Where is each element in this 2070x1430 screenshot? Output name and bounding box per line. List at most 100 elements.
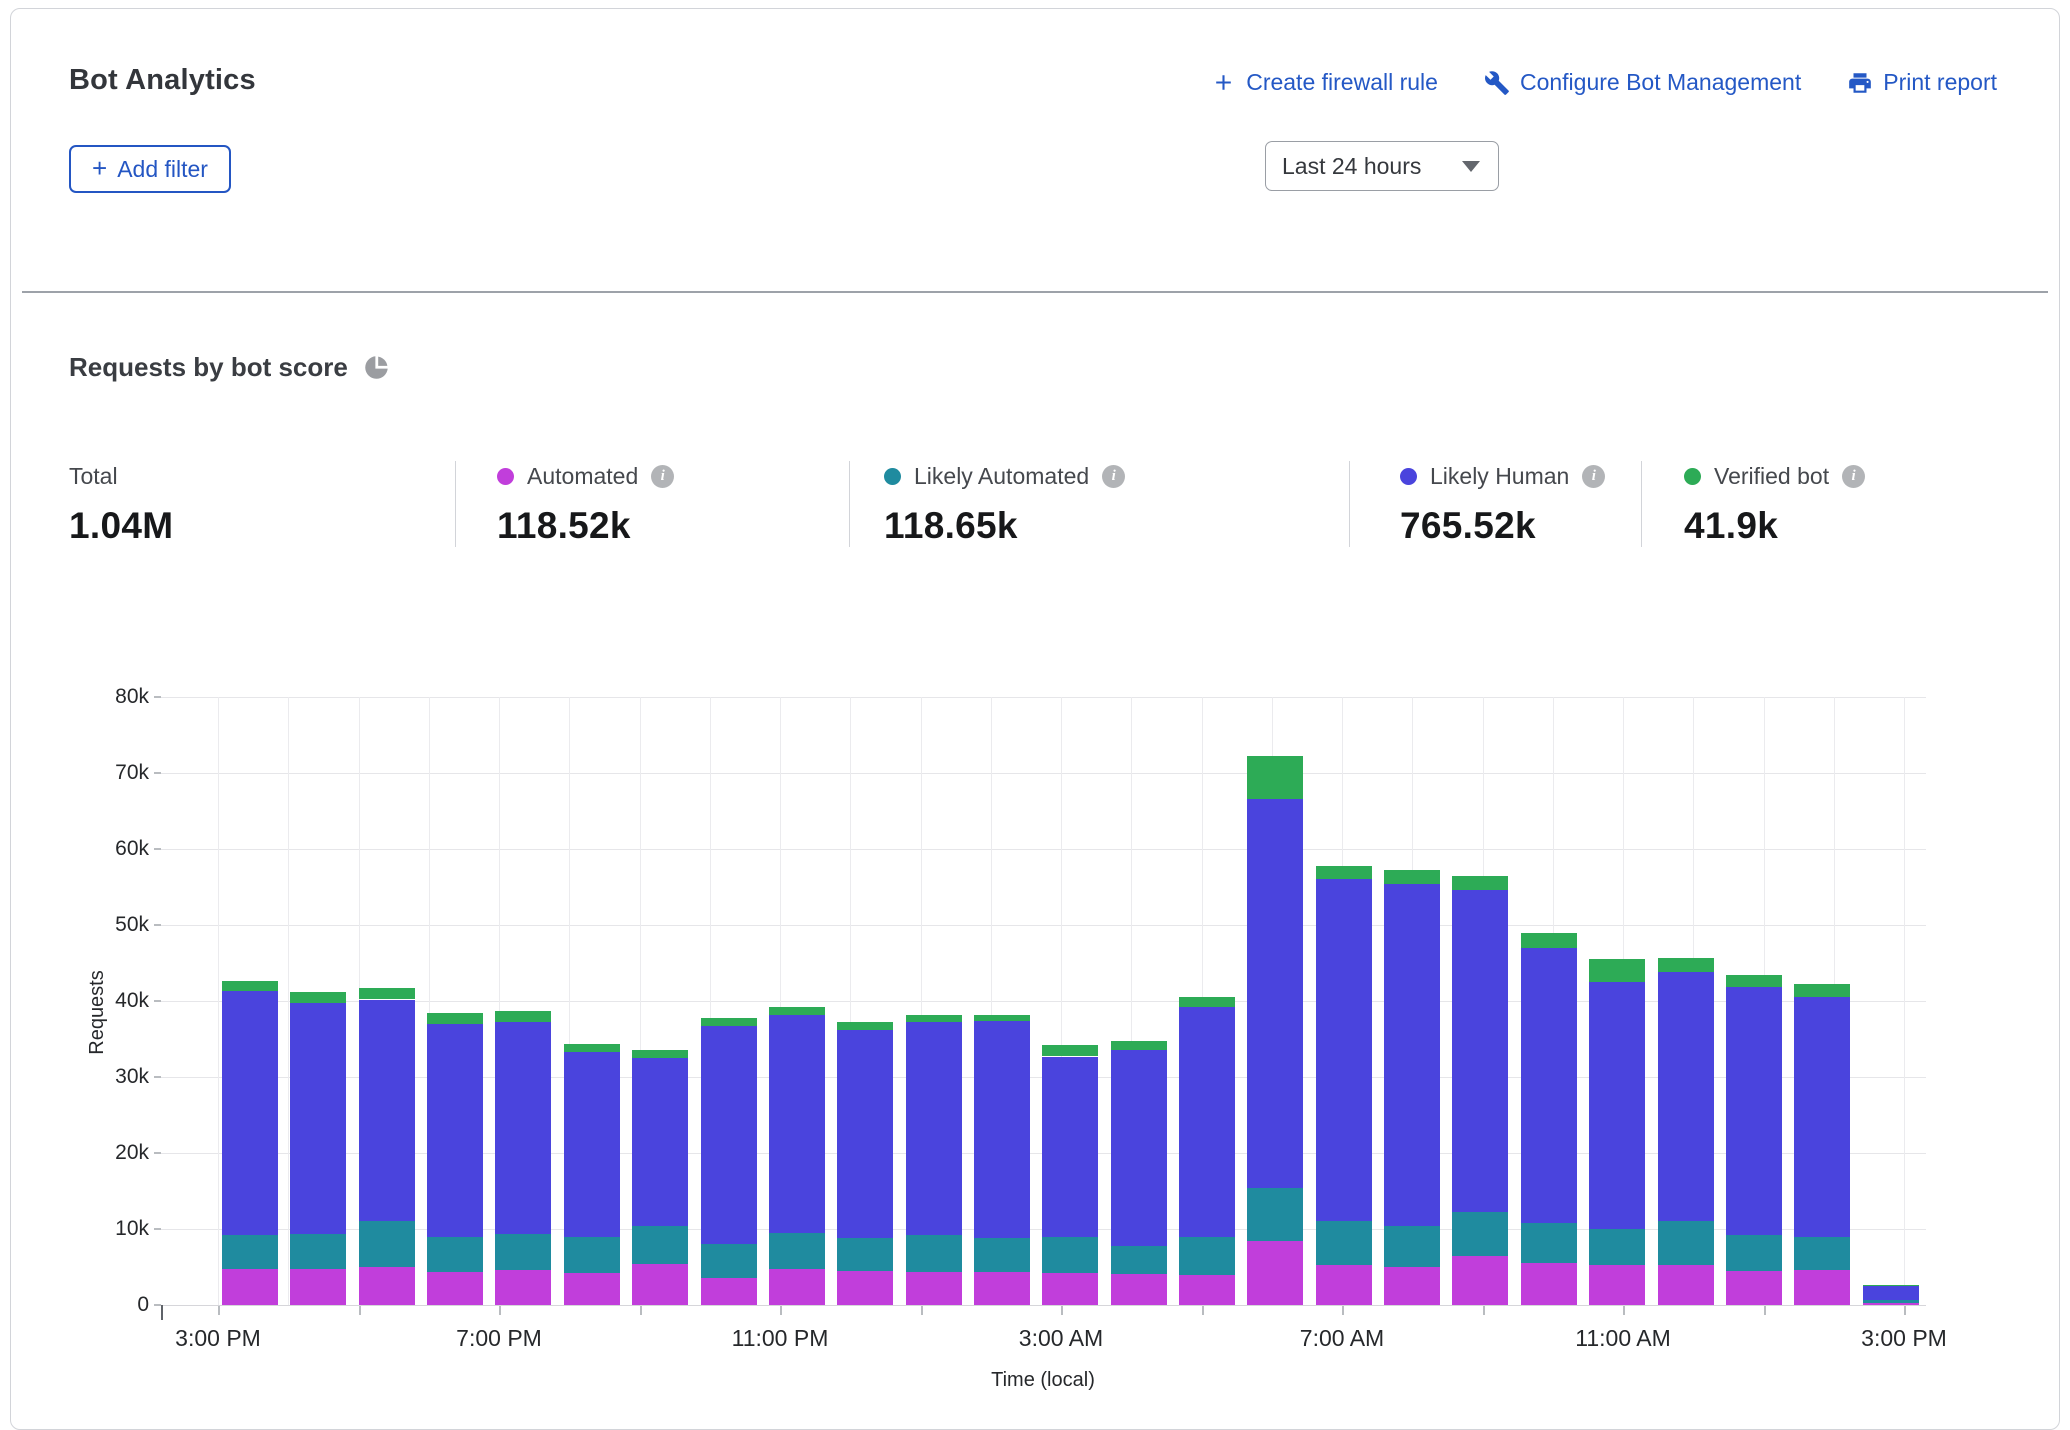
bar-segment-likely-human[interactable] [632, 1058, 689, 1226]
stacked-bar[interactable] [1794, 697, 1851, 1305]
stacked-bar[interactable] [768, 697, 825, 1305]
bar-segment-verified-bot[interactable] [1862, 1285, 1919, 1286]
bar-segment-likely-human[interactable] [973, 1020, 1030, 1239]
bar-segment-likely-human[interactable] [427, 1023, 484, 1237]
stacked-bar[interactable] [837, 697, 894, 1305]
bar-segment-likely-human[interactable] [358, 999, 415, 1222]
bar-segment-likely-human[interactable] [1247, 798, 1304, 1188]
stacked-bar[interactable] [1452, 697, 1509, 1305]
stacked-bar[interactable] [973, 697, 1030, 1305]
bar-segment-verified-bot[interactable] [700, 1017, 757, 1027]
stacked-bar[interactable] [1042, 697, 1099, 1305]
stacked-bar[interactable] [222, 697, 278, 1305]
stacked-bar[interactable] [905, 697, 962, 1305]
bar-segment-automated[interactable] [1520, 1263, 1577, 1305]
stacked-bar[interactable] [290, 697, 347, 1305]
bar-segment-likely-automated[interactable] [563, 1236, 620, 1274]
stacked-bar[interactable] [1520, 697, 1577, 1305]
bar-segment-automated[interactable] [1452, 1256, 1509, 1305]
bar-segment-likely-automated[interactable] [290, 1233, 347, 1270]
stacked-bar[interactable] [563, 697, 620, 1305]
bar-segment-automated[interactable] [905, 1271, 962, 1305]
bar-segment-verified-bot[interactable] [837, 1021, 894, 1030]
bar-segment-automated[interactable] [1247, 1241, 1304, 1305]
bar-segment-automated[interactable] [1725, 1270, 1782, 1305]
bar-segment-automated[interactable] [768, 1268, 825, 1305]
bar-segment-likely-human[interactable] [1384, 883, 1441, 1226]
bar-segment-likely-automated[interactable] [222, 1235, 278, 1270]
bar-segment-likely-automated[interactable] [1725, 1235, 1782, 1271]
stacked-bar[interactable] [1247, 697, 1304, 1305]
bar-segment-likely-automated[interactable] [427, 1236, 484, 1272]
add-filter-button[interactable]: + Add filter [69, 145, 231, 193]
bar-segment-verified-bot[interactable] [1589, 959, 1646, 982]
bar-segment-likely-human[interactable] [495, 1021, 552, 1235]
info-icon[interactable]: i [1102, 464, 1126, 488]
bar-segment-likely-automated[interactable] [1520, 1222, 1577, 1264]
info-icon[interactable]: i [1582, 464, 1606, 488]
bar-segment-automated[interactable] [1862, 1302, 1919, 1305]
bar-segment-automated[interactable] [1657, 1265, 1714, 1305]
bar-segment-likely-human[interactable] [768, 1014, 825, 1233]
bar-segment-verified-bot[interactable] [563, 1044, 620, 1052]
stacked-bar[interactable] [1384, 697, 1441, 1305]
bar-segment-likely-human[interactable] [1657, 972, 1714, 1222]
bar-segment-automated[interactable] [632, 1263, 689, 1305]
stacked-bar[interactable] [427, 697, 484, 1305]
bar-segment-verified-bot[interactable] [495, 1010, 552, 1022]
bar-segment-likely-automated[interactable] [1179, 1236, 1236, 1275]
bar-segment-verified-bot[interactable] [1315, 865, 1372, 879]
bar-segment-likely-human[interactable] [1725, 987, 1782, 1236]
bar-segment-verified-bot[interactable] [973, 1015, 1030, 1021]
bar-segment-likely-human[interactable] [1042, 1056, 1099, 1238]
bar-segment-automated[interactable] [290, 1269, 347, 1305]
bar-segment-automated[interactable] [1384, 1267, 1441, 1305]
stacked-bar[interactable] [632, 697, 689, 1305]
bar-segment-likely-human[interactable] [1179, 1007, 1236, 1237]
configure-bot-management-link[interactable]: Configure Bot Management [1484, 69, 1801, 96]
bar-segment-verified-bot[interactable] [905, 1014, 962, 1022]
bar-segment-verified-bot[interactable] [1725, 975, 1782, 988]
bar-segment-verified-bot[interactable] [1452, 875, 1509, 891]
bar-segment-likely-automated[interactable] [1862, 1300, 1919, 1303]
stacked-bar[interactable] [495, 697, 552, 1305]
bar-segment-verified-bot[interactable] [1794, 983, 1851, 998]
bar-segment-verified-bot[interactable] [632, 1050, 689, 1058]
bar-segment-automated[interactable] [1794, 1270, 1851, 1305]
stacked-bar[interactable] [1725, 697, 1782, 1305]
bar-segment-automated[interactable] [973, 1271, 1030, 1305]
bar-segment-likely-human[interactable] [290, 1002, 347, 1234]
bar-segment-likely-automated[interactable] [358, 1221, 415, 1267]
stacked-bar[interactable] [1179, 697, 1236, 1305]
bar-segment-likely-human[interactable] [1452, 890, 1509, 1213]
bar-segment-verified-bot[interactable] [1042, 1045, 1099, 1057]
stacked-bar[interactable] [1315, 697, 1372, 1305]
stacked-bar[interactable] [1862, 697, 1919, 1305]
bar-segment-automated[interactable] [837, 1270, 894, 1305]
bar-segment-likely-automated[interactable] [837, 1238, 894, 1271]
print-report-link[interactable]: Print report [1847, 69, 1997, 96]
bar-segment-likely-automated[interactable] [905, 1235, 962, 1272]
bar-segment-verified-bot[interactable] [222, 981, 278, 992]
bar-segment-likely-automated[interactable] [768, 1232, 825, 1269]
bar-segment-automated[interactable] [495, 1270, 552, 1305]
bar-segment-verified-bot[interactable] [358, 988, 415, 1000]
bar-segment-verified-bot[interactable] [768, 1007, 825, 1015]
bar-segment-automated[interactable] [358, 1267, 415, 1305]
bar-segment-automated[interactable] [1042, 1273, 1099, 1305]
info-icon[interactable]: i [651, 464, 675, 488]
stacked-bar[interactable] [700, 697, 757, 1305]
bar-segment-likely-human[interactable] [905, 1021, 962, 1236]
bar-segment-likely-human[interactable] [837, 1029, 894, 1239]
bar-segment-likely-automated[interactable] [1589, 1229, 1646, 1265]
bar-segment-likely-automated[interactable] [1384, 1225, 1441, 1267]
bar-segment-likely-automated[interactable] [973, 1238, 1030, 1272]
bar-segment-automated[interactable] [1589, 1264, 1646, 1305]
bar-segment-verified-bot[interactable] [1179, 997, 1236, 1008]
bar-segment-likely-automated[interactable] [1247, 1187, 1304, 1242]
bar-segment-automated[interactable] [1179, 1274, 1236, 1305]
bar-segment-likely-human[interactable] [1520, 947, 1577, 1223]
stacked-bar[interactable] [1110, 697, 1167, 1305]
bar-segment-likely-automated[interactable] [1657, 1221, 1714, 1266]
bar-segment-automated[interactable] [1315, 1264, 1372, 1305]
